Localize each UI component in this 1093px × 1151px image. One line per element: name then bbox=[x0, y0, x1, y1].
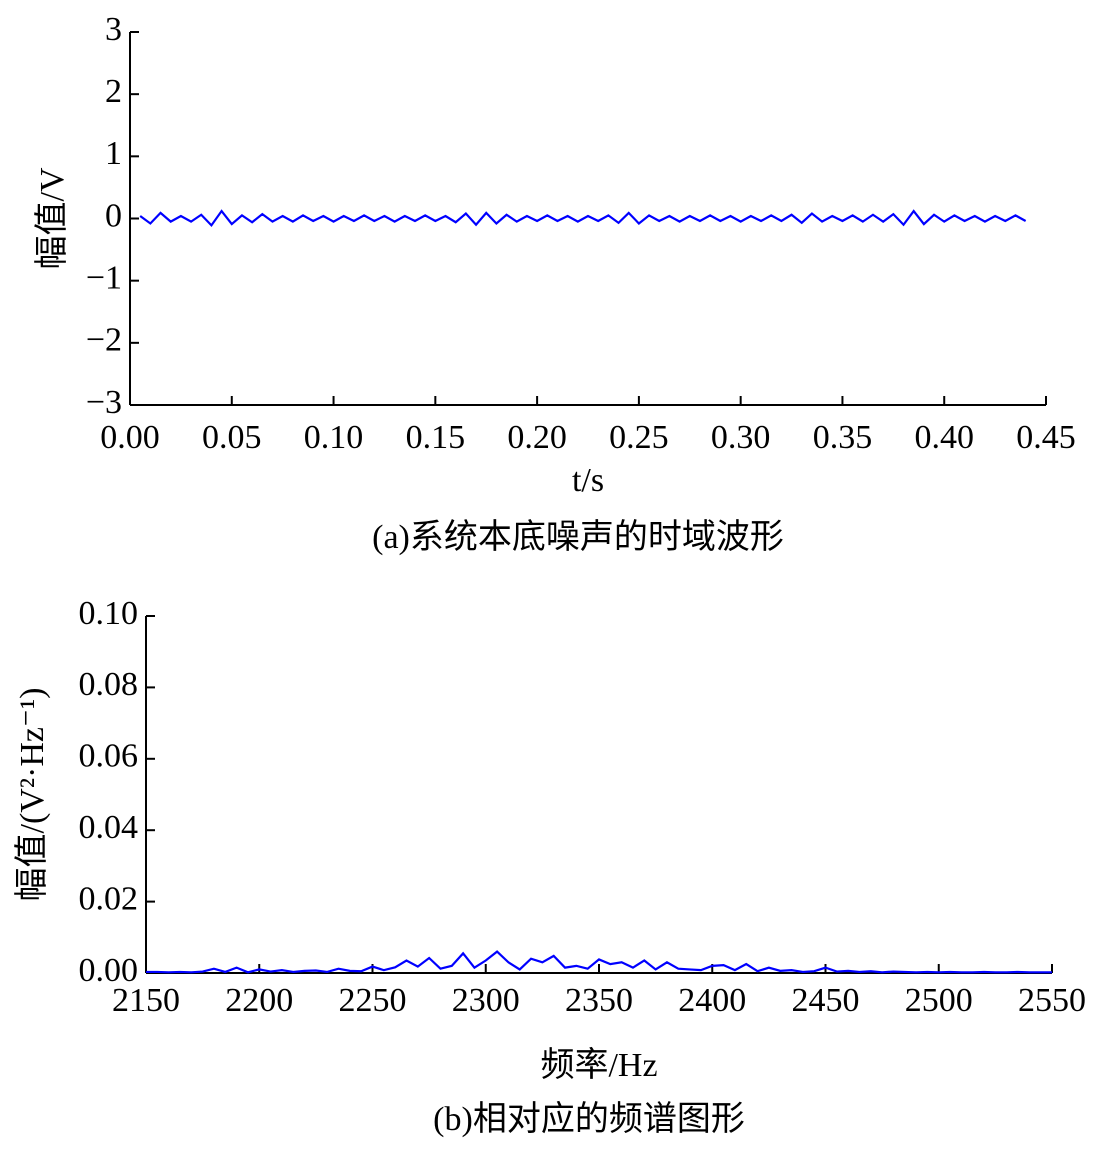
x-tick-label: 0.45 bbox=[1016, 419, 1076, 456]
x-tick-label: 2350 bbox=[565, 982, 633, 1019]
y-axis-label: 幅值/V bbox=[33, 167, 71, 269]
y-tick-label: 2 bbox=[105, 73, 122, 110]
x-tick-label: 2500 bbox=[905, 982, 973, 1019]
x-tick-label: 0.00 bbox=[100, 419, 160, 456]
x-tick-label: 0.30 bbox=[711, 419, 771, 456]
y-tick-label: 0.06 bbox=[79, 738, 139, 775]
y-tick-label: −1 bbox=[86, 259, 122, 296]
x-tick-label: 2300 bbox=[452, 982, 520, 1019]
x-tick-label: 2400 bbox=[678, 982, 746, 1019]
x-axis-label: t/s bbox=[572, 462, 604, 499]
x-tick-label: 0.15 bbox=[406, 419, 466, 456]
x-tick-label: 0.35 bbox=[813, 419, 873, 456]
x-tick-label: 2550 bbox=[1018, 982, 1086, 1019]
x-tick-label: 0.05 bbox=[202, 419, 262, 456]
data-line bbox=[139, 209, 1027, 228]
x-tick-label: 2250 bbox=[339, 982, 407, 1019]
y-tick-label: 0.04 bbox=[79, 809, 139, 846]
x-tick-label: 2450 bbox=[792, 982, 860, 1019]
y-tick-label: 0.08 bbox=[79, 666, 139, 703]
x-tick-label: 0.20 bbox=[507, 419, 567, 456]
chart-title: (a)系统本底噪声的时域波形 bbox=[372, 518, 784, 556]
chart-title: (b)相对应的频谱图形 bbox=[433, 1100, 745, 1138]
y-tick-label: 0.02 bbox=[79, 880, 139, 917]
y-tick-label: 0.00 bbox=[79, 952, 139, 989]
x-tick-label: 0.25 bbox=[609, 419, 669, 456]
x-axis-label: 频率/Hz bbox=[540, 1046, 657, 1084]
x-tick-label: 2200 bbox=[225, 982, 293, 1019]
x-tick-label: 0.40 bbox=[914, 419, 974, 456]
y-tick-label: 0 bbox=[105, 197, 122, 234]
y-tick-label: 0.10 bbox=[79, 595, 139, 632]
y-tick-label: 1 bbox=[105, 135, 122, 172]
data-line bbox=[146, 950, 1052, 974]
x-tick-label: 0.10 bbox=[304, 419, 364, 456]
y-tick-label: −2 bbox=[86, 322, 122, 359]
y-tick-label: −3 bbox=[86, 384, 122, 421]
y-tick-label: 3 bbox=[105, 11, 122, 48]
y-axis-label: 幅值/(V²·Hz⁻¹) bbox=[13, 688, 51, 902]
x-tick-label: 2150 bbox=[112, 982, 180, 1019]
